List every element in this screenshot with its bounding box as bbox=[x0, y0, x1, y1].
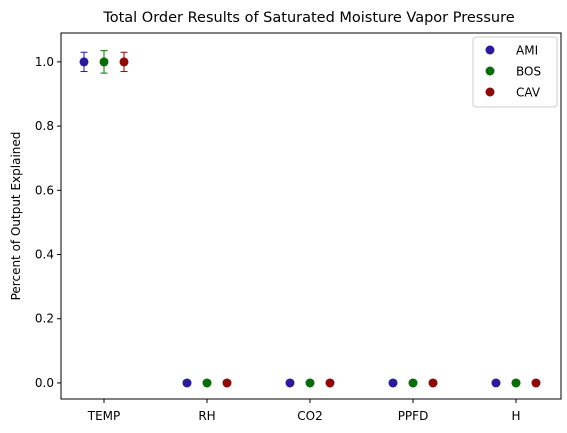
legend-box bbox=[472, 36, 558, 108]
x-tick-label: PPFD bbox=[398, 409, 429, 423]
y-tick-label: 0.8 bbox=[35, 119, 54, 133]
data-point-cav bbox=[222, 378, 232, 388]
data-point-ami bbox=[491, 378, 501, 388]
y-tick-label: 0.6 bbox=[35, 183, 54, 197]
legend-marker bbox=[485, 66, 495, 76]
data-point-cav bbox=[325, 378, 335, 388]
data-point-ami bbox=[182, 378, 192, 388]
data-point-cav bbox=[119, 57, 129, 67]
data-point-cav bbox=[531, 378, 541, 388]
y-tick-label: 0.4 bbox=[35, 248, 54, 262]
y-tick-label: 0.0 bbox=[35, 376, 54, 390]
plot-area: 0.0 0.2 0.4 0.6 0.8 1.0 TEMP RH CO2 PPFD H bbox=[35, 50, 541, 423]
data-point-bos bbox=[305, 378, 315, 388]
legend-label: AMI bbox=[516, 44, 538, 58]
x-tick-label: TEMP bbox=[87, 409, 121, 423]
x-tick-label: H bbox=[511, 409, 520, 423]
y-tick-label: 0.2 bbox=[35, 312, 54, 326]
data-point-ami bbox=[388, 378, 398, 388]
data-point-bos bbox=[408, 378, 418, 388]
y-axis-label: Percent of Output Explained bbox=[9, 132, 23, 301]
data-point-ami bbox=[285, 378, 295, 388]
x-tick-label: CO2 bbox=[297, 409, 322, 423]
plot-frame bbox=[60, 32, 562, 400]
data-point-ami bbox=[79, 57, 89, 67]
data-point-bos bbox=[99, 57, 109, 67]
legend-label: BOS bbox=[516, 65, 541, 79]
y-tick-label: 1.0 bbox=[35, 55, 54, 69]
legend-marker bbox=[485, 87, 495, 97]
data-point-cav bbox=[428, 378, 438, 388]
x-tick-label: RH bbox=[198, 409, 215, 423]
legend-label: CAV bbox=[516, 86, 541, 100]
chart-title: Total Order Results of Saturated Moistur… bbox=[102, 10, 514, 26]
data-point-bos bbox=[511, 378, 521, 388]
data-point-bos bbox=[202, 378, 212, 388]
legend: AMI BOS CAV bbox=[472, 36, 558, 108]
legend-marker bbox=[485, 45, 495, 55]
